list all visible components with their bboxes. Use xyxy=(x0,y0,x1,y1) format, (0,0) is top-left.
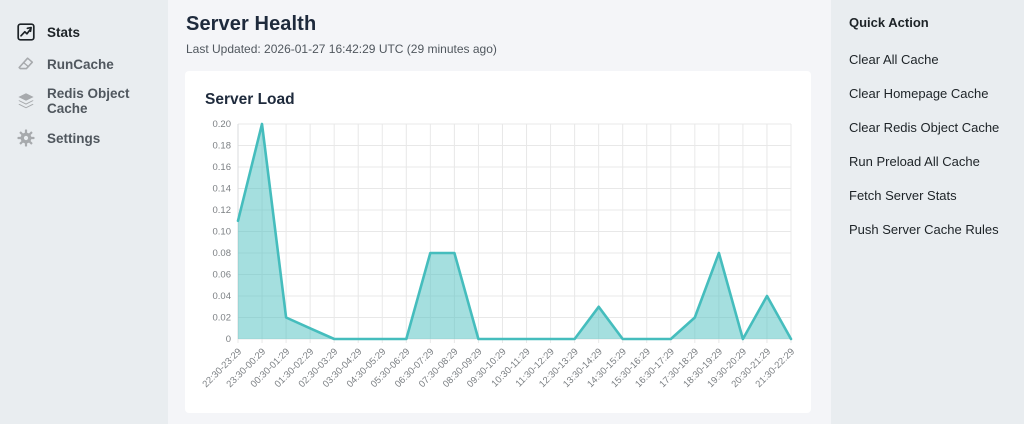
gear-icon xyxy=(16,128,36,148)
quick-actions-panel: Quick Action Clear All Cache Clear Homepa… xyxy=(831,0,1024,424)
quick-actions-title: Quick Action xyxy=(849,15,929,30)
sidebar-item-redis-object-cache[interactable]: Redis Object Cache xyxy=(0,80,168,122)
svg-text:0.08: 0.08 xyxy=(213,248,232,259)
page-title: Server Health xyxy=(186,13,317,35)
sidebar-item-label: RunCache xyxy=(47,56,114,72)
chart-title: Server Load xyxy=(205,91,295,108)
last-updated-text: Last Updated: 2026-01-27 16:42:29 UTC (2… xyxy=(186,42,497,56)
quick-action-clear-all-cache[interactable]: Clear All Cache xyxy=(849,52,939,67)
layers-icon xyxy=(16,91,36,111)
svg-text:0.16: 0.16 xyxy=(213,162,232,173)
svg-text:0.14: 0.14 xyxy=(213,184,232,195)
svg-text:0.18: 0.18 xyxy=(213,141,232,152)
stats-chart-icon xyxy=(16,22,36,42)
main-content: Server Health Last Updated: 2026-01-27 1… xyxy=(168,0,831,424)
quick-action-push-server-cache-rules[interactable]: Push Server Cache Rules xyxy=(849,222,999,237)
quick-action-fetch-server-stats[interactable]: Fetch Server Stats xyxy=(849,188,957,203)
svg-text:0.10: 0.10 xyxy=(213,227,232,238)
svg-text:0.06: 0.06 xyxy=(213,270,232,281)
svg-text:0.12: 0.12 xyxy=(213,205,232,216)
eraser-icon xyxy=(16,54,36,74)
quick-action-clear-homepage-cache[interactable]: Clear Homepage Cache xyxy=(849,86,989,101)
sidebar-item-settings[interactable]: Settings xyxy=(0,122,168,154)
sidebar-nav: Stats RunCache Redis Object Cache Settings xyxy=(0,16,168,154)
left-sidebar: Stats RunCache Redis Object Cache Settings xyxy=(0,0,168,424)
server-load-card: Server Load 0 0.02 0.04 0.06 0.08 0.10 0.12 0.1… xyxy=(185,71,811,413)
quick-action-clear-redis-object-cache[interactable]: Clear Redis Object Cache xyxy=(849,120,1000,135)
svg-text:0.20: 0.20 xyxy=(213,119,232,130)
server-load-chart: 0 0.02 0.04 0.06 0.08 0.10 0.12 0.14 0.16 0.18 0.2… xyxy=(198,117,798,403)
quick-actions-list: Clear All Cache Clear Homepage Cache Clear… xyxy=(849,52,1014,237)
sidebar-item-label: Redis Object Cache xyxy=(47,86,130,116)
sidebar-item-stats[interactable]: Stats xyxy=(0,16,168,48)
sidebar-item-label: Settings xyxy=(47,130,101,146)
sidebar-item-label: Stats xyxy=(47,24,81,40)
sidebar-item-runcache[interactable]: RunCache xyxy=(0,48,168,80)
svg-text:0.04: 0.04 xyxy=(213,291,232,302)
quick-action-run-preload-all-cache[interactable]: Run Preload All Cache xyxy=(849,154,980,169)
svg-text:0.02: 0.02 xyxy=(213,313,232,324)
svg-text:0: 0 xyxy=(226,334,231,345)
